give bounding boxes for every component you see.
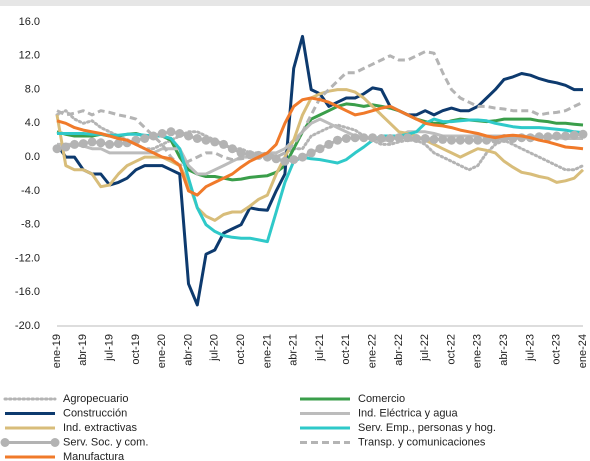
x-tick-label: abr-21	[288, 334, 300, 366]
x-tick-label: abr-20	[182, 334, 194, 366]
series-line	[55, 34, 583, 307]
x-tick-label: jul-21	[314, 334, 326, 362]
legend-label: Serv. Soc. y com.	[63, 436, 148, 448]
series-line	[56, 50, 584, 168]
x-tick-label: oct-23	[551, 334, 563, 365]
legend-label: Ind. extractivas	[63, 422, 137, 434]
y-tick-label: 4.0	[25, 117, 40, 129]
legend-label: Transp. y comunicaciones	[358, 436, 486, 448]
x-tick-label: ene-22	[367, 334, 379, 368]
x-tick-label: oct-20	[235, 334, 247, 365]
y-tick-label: -8.0	[21, 219, 40, 231]
x-tick-label: ene-23	[472, 334, 484, 368]
y-tick-label: -12.0	[15, 252, 40, 264]
x-tick-label: ene-19	[51, 334, 63, 368]
legend-label: Comercio	[358, 393, 405, 405]
x-tick-label: jul-19	[104, 334, 116, 362]
series-line	[56, 96, 584, 197]
x-tick-label: ene-21	[261, 334, 273, 368]
x-tick-label: oct-21	[340, 334, 352, 365]
legend-label: Agropecuario	[63, 393, 128, 405]
x-tick-label: oct-19	[130, 334, 142, 365]
x-tick-label: ene-20	[156, 334, 168, 368]
x-tick-label: jul-23	[524, 334, 536, 362]
x-tick-label: ene-24	[577, 334, 589, 368]
y-tick-label: -20.0	[15, 320, 40, 332]
series-line	[57, 117, 583, 176]
y-tick-label: 16.0	[19, 16, 40, 28]
y-tick-label: 12.0	[19, 50, 40, 62]
x-tick-label: abr-19	[77, 334, 89, 366]
x-tick-label: abr-23	[498, 334, 510, 366]
legend-label: Serv. Emp., personas y hog.	[358, 422, 496, 434]
y-tick-label: 0.0	[25, 151, 40, 163]
y-tick-label: -16.0	[15, 286, 40, 298]
y-tick-label: -4.0	[21, 185, 40, 197]
series-line	[52, 127, 588, 166]
legend-label: Manufactura	[63, 451, 125, 461]
x-tick-label: jul-20	[209, 334, 221, 362]
y-tick-label: 8.0	[25, 83, 40, 95]
x-tick-label: abr-22	[393, 334, 405, 366]
x-tick-label: jul-22	[419, 334, 431, 362]
legend-label: Construcción	[63, 407, 127, 419]
top-band	[0, 0, 590, 6]
x-tick-label: oct-22	[445, 334, 457, 365]
legend-label: Ind. Eléctrica y agua	[358, 407, 459, 419]
